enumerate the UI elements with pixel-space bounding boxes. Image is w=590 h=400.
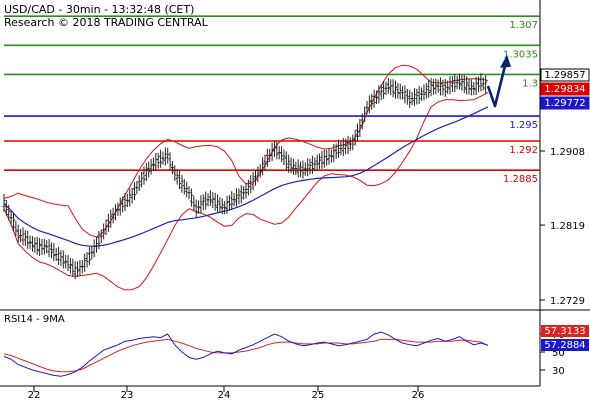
rsi-tag-box [541, 339, 589, 351]
bollinger-lower-line [3, 92, 489, 291]
forecast-arrow-head [500, 54, 511, 68]
rsi-tag-box [541, 325, 589, 337]
date-tick-label: 24 [218, 390, 231, 400]
rsi-tag-value: 57.2884 [544, 340, 585, 351]
rsi-value-tags: 57.3133 57.2884 [541, 325, 589, 351]
price-tick-label: 1.2908 [550, 147, 585, 158]
price-tag-value: 1.29772 [544, 98, 585, 109]
price-tick-label: 1.2729 [550, 296, 585, 307]
date-tick-label: 26 [412, 390, 425, 400]
rsi-line [3, 331, 489, 377]
price-tick-label: 1.2819 [550, 221, 585, 232]
price-tag-box [540, 82, 590, 96]
rsi-axis-ticks: 705030 [540, 330, 565, 377]
moving-average-line [3, 106, 489, 247]
rsi-tick-label: 30 [552, 366, 565, 377]
rsi-tag-value: 57.3133 [544, 326, 585, 337]
date-axis: 22 23 24 25 26 [28, 386, 425, 400]
price-tag-value: 1.29857 [544, 70, 585, 81]
support-resistance-levels: 1.307 1.3035 1.3 1.295 1.292 1.2885 [4, 15, 540, 185]
date-tick-label: 22 [28, 390, 41, 400]
level-label: 1.295 [509, 120, 538, 131]
date-tick-label: 23 [121, 390, 134, 400]
price-tag-value: 1.29834 [544, 84, 585, 95]
forecast-arrow-line [486, 65, 507, 108]
level-label: 1.307 [509, 20, 538, 31]
chart-copyright: Research © 2018 TRADING CENTRAL [4, 16, 209, 29]
current-price-tags: 1.29857 1.29834 1.29772 [540, 68, 590, 110]
rsi-tick-label: 50 [552, 348, 565, 359]
level-label: 1.3 [522, 78, 538, 89]
rsi-lines [3, 331, 489, 377]
bollinger-bands [3, 64, 489, 291]
price-axis-ticks: 1.2908 1.2819 1.2729 [540, 147, 585, 307]
price-tag-box [540, 96, 590, 110]
level-label: 1.2885 [503, 174, 538, 185]
rsi-panel-title: RSI14 - 9MA [4, 314, 65, 325]
bollinger-upper-line [3, 64, 489, 238]
price-bars [2, 73, 488, 280]
level-label: 1.3035 [503, 49, 538, 60]
moving-average [3, 106, 489, 247]
date-tick-label: 25 [312, 390, 325, 400]
forecast-arrow [486, 54, 511, 108]
rsi-ma-line [3, 338, 489, 373]
price-tag-box [540, 68, 590, 82]
level-label: 1.292 [509, 145, 538, 156]
chart-title: USD/CAD - 30min - 13:32:48 (CET) [4, 3, 194, 16]
